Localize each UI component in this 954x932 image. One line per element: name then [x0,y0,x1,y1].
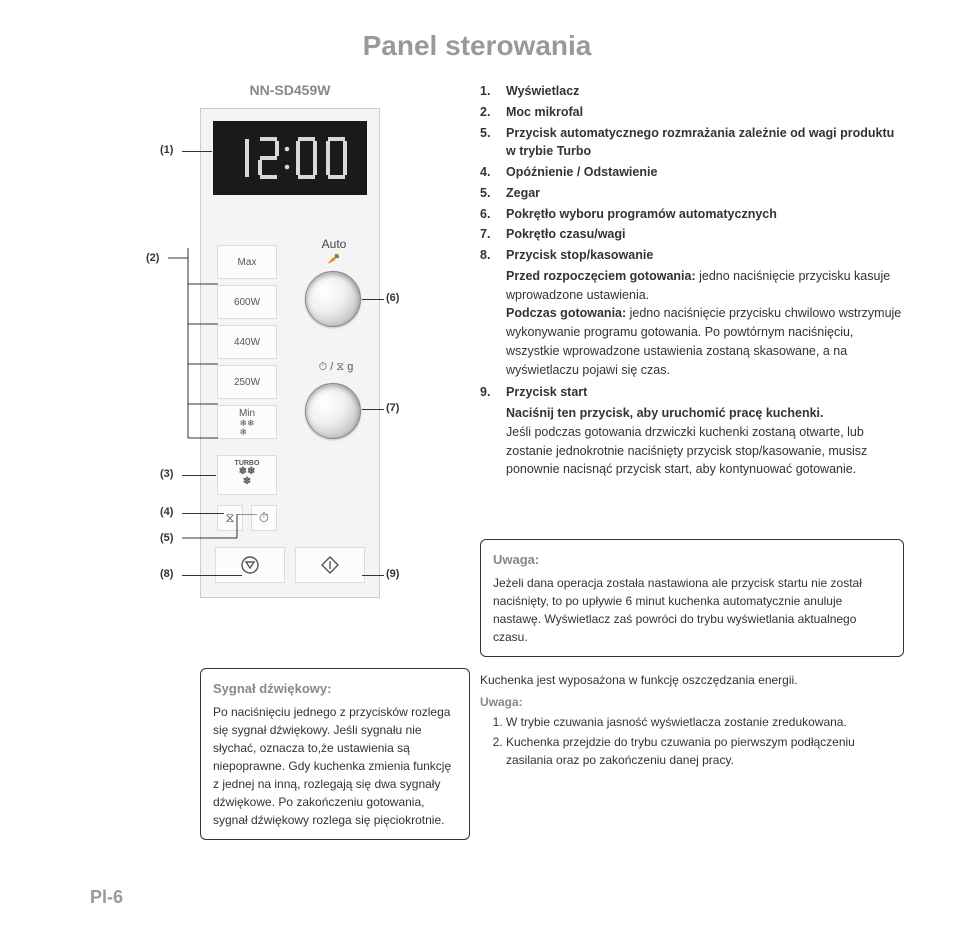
uwaga-label: Uwaga: [480,693,904,711]
legend-item: 2.Moc mikrofal [480,103,904,122]
power-max-button[interactable]: Max [217,245,277,279]
page-number: Pl-6 [90,887,123,908]
callout-7: (7) [386,402,399,414]
start-button[interactable] [295,547,365,583]
legend-list-9: 9.Przycisk start [480,383,904,402]
legend-item: 1.Wyświetlacz [480,82,904,101]
right-column: 1.Wyświetlacz 2.Moc mikrofal 5.Przycisk … [450,82,904,771]
callout-5: (5) [160,532,173,544]
power-250w-button[interactable]: 250W [217,365,277,399]
turbo-defrost-button[interactable]: TURBO ❄❄❄ [217,455,277,495]
stop-button[interactable] [215,547,285,583]
start-icon [320,555,340,575]
legend-item: 5.Przycisk automatycznego rozmrażania za… [480,124,904,162]
left-column: NN-SD459W [90,82,450,771]
legend-item: 7.Pokrętło czasu/wagi [480,225,904,244]
bottom-item: W trybie czuwania jasność wyświetlacza z… [506,713,904,731]
energy-intro: Kuchenka jest wyposażona w funkcję oszcz… [480,671,904,689]
callout-3: (3) [160,468,173,480]
auto-program-dial[interactable] [305,271,361,327]
uwaga-title: Uwaga: [493,550,891,570]
stop-icon [240,555,260,575]
legend-8-detail: Przed rozpoczęciem gotowania: jedno naci… [506,267,904,380]
legend-list: 1.Wyświetlacz 2.Moc mikrofal 5.Przycisk … [480,82,904,265]
display-screen [213,121,367,195]
signal-title: Sygnał dźwiękowy: [213,679,457,699]
legend-item: 8.Przycisk stop/kasowanie [480,246,904,265]
uwaga-text: Jeżeli dana operacja została nastawiona … [493,574,891,646]
callout-2: (2) [146,252,159,264]
power-440w-button[interactable]: 440W [217,325,277,359]
big-button-row [215,547,365,583]
snowflake-icon: ❄❄❄ [218,467,276,487]
callout-9: (9) [386,568,399,580]
legend-9-detail: Naciśnij ten przycisk, aby uruchomić pra… [506,404,904,479]
callout-1: (1) [160,144,173,156]
callout-8: (8) [160,568,173,580]
time-weight-label: ⏱ / ⧖ g [301,361,371,374]
legend-item: 4.Opóźnienie / Odstawienie [480,163,904,182]
snowflake-icon: ❄❄❄ [239,419,254,437]
model-label: NN-SD459W [200,82,380,98]
content-area: NN-SD459W [0,82,954,771]
auto-text: Auto [322,237,347,251]
uwaga-box: Uwaga: Jeżeli dana operacja została nast… [480,539,904,657]
signal-note-box: Sygnał dźwiękowy: Po naciśnięciu jednego… [200,668,470,840]
signal-text: Po naciśnięciu jednego z przycisków rozl… [213,703,457,829]
time-readout [225,133,355,183]
page-title: Panel sterowania [0,0,954,82]
callout-6: (6) [386,292,399,304]
power-min-button[interactable]: Min ❄❄❄ [217,405,277,439]
time-weight-dial[interactable] [305,383,361,439]
legend-item: 9.Przycisk start [480,383,904,402]
bottom-notes: Kuchenka jest wyposażona w funkcję oszcz… [480,671,904,769]
legend-item: 6.Pokrętło wyboru programów automatyczny… [480,205,904,224]
power-buttons: Max 600W 440W 250W Min ❄❄❄ [217,245,277,445]
carrot-icon: 🥕 [328,254,340,265]
bottom-list: W trybie czuwania jasność wyświetlacza z… [506,713,904,769]
legend-item: 5.Zegar [480,184,904,203]
min-label: Min [239,408,255,419]
callout-4: (4) [160,506,173,518]
bottom-item: Kuchenka przejdzie do trybu czuwania po … [506,733,904,769]
auto-label: Auto 🥕 [299,237,369,265]
power-600w-button[interactable]: 600W [217,285,277,319]
